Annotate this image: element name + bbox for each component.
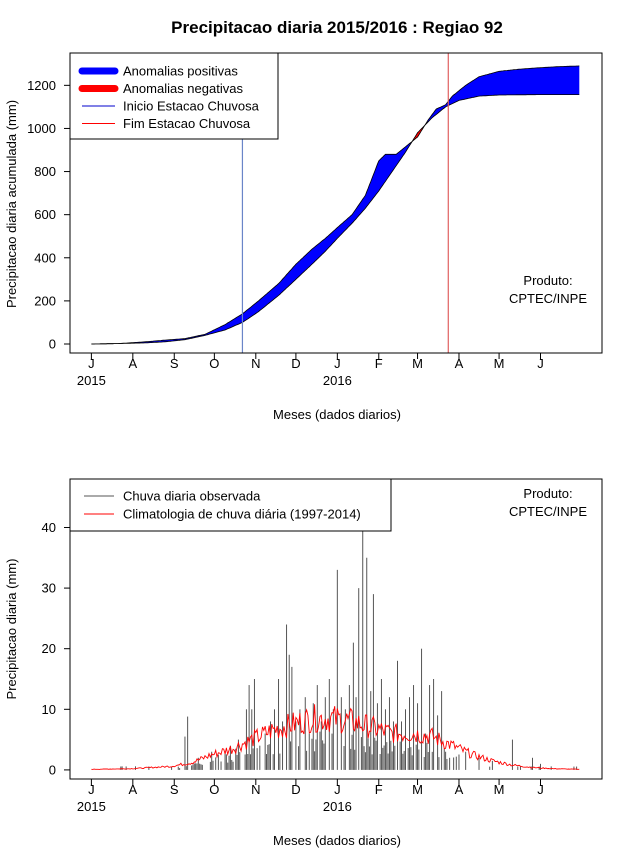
legend-box <box>69 478 392 532</box>
x-tick-label: S <box>170 356 179 371</box>
y-tick-label: 600 <box>34 207 56 222</box>
climatology-line <box>91 704 580 770</box>
positive-anomaly-area <box>91 139 414 344</box>
y-tick-label: 40 <box>42 520 56 535</box>
x-tick-label: O <box>209 356 219 371</box>
x-tick-label: M <box>412 782 423 797</box>
x-tick-label: M <box>412 356 423 371</box>
x-tick-label: N <box>251 356 260 371</box>
x-tick-label: A <box>455 356 464 371</box>
year-label: 2016 <box>323 799 352 814</box>
daily-axes: J A S O N D J F M A M J 2015 2016 0 10 20 30 40 <box>42 520 544 814</box>
y-tick-label: 1200 <box>27 78 56 93</box>
y-tick-label: 20 <box>42 641 56 656</box>
product-label: Produto: <box>523 273 572 288</box>
x-tick-label: J <box>537 356 544 371</box>
y-tick-label: 400 <box>34 250 56 265</box>
x-tick-label: J <box>334 356 341 371</box>
x-tick-label: F <box>375 782 383 797</box>
y-tick-label: 0 <box>49 762 56 777</box>
year-label: 2015 <box>77 799 106 814</box>
x-tick-label: J <box>88 356 95 371</box>
anomaly-fills <box>91 65 580 345</box>
y-axis-title: Precipitacao diaria acumulada (mm) <box>4 100 19 308</box>
x-tick-label: M <box>494 356 505 371</box>
legend-label: Anomalias positivas <box>123 64 238 79</box>
x-tick-label: J <box>334 782 341 797</box>
climatology-cumulative-line <box>91 94 580 345</box>
product-source: CPTEC/INPE <box>509 291 587 306</box>
y-tick-label: 1000 <box>27 121 56 136</box>
x-tick-label: O <box>209 782 219 797</box>
x-axis-title: Meses (dados diarios) <box>273 407 401 422</box>
year-label: 2015 <box>77 373 106 388</box>
x-tick-label: S <box>170 782 179 797</box>
legend-label: Anomalias negativas <box>123 81 243 96</box>
cumulative-chart: J A S O N D J F M A M J 2015 2016 0 200 400 600 800 1000 120… <box>4 52 603 422</box>
x-tick-label: A <box>128 356 137 371</box>
legend-label: Fim Estacao Chuvosa <box>123 116 251 131</box>
legend-label: Inicio Estacao Chuvosa <box>123 99 260 114</box>
x-tick-label: D <box>291 782 300 797</box>
legend: Anomalias positivas Anomalias negativas In… <box>69 52 279 140</box>
legend: Chuva diaria observada Climatologia de ch… <box>69 478 392 532</box>
x-tick-label: J <box>537 782 544 797</box>
legend-box <box>69 52 279 140</box>
year-label: 2016 <box>323 373 352 388</box>
x-tick-label: D <box>291 356 300 371</box>
y-tick-label: 800 <box>34 164 56 179</box>
observed-cumulative-line <box>91 65 580 345</box>
x-tick-label: F <box>375 356 383 371</box>
figure-title: Precipitacao diaria 2015/2016 : Regiao 9… <box>171 18 503 37</box>
y-tick-label: 200 <box>34 293 56 308</box>
y-tick-label: 30 <box>42 581 56 596</box>
legend-label: Climatologia de chuva diária (1997-2014) <box>123 507 361 522</box>
daily-chart: J A S O N D J F M A M J 2015 2016 0 10 20 30 40 Chuva diar… <box>4 478 603 848</box>
x-tick-label: N <box>251 782 260 797</box>
y-tick-label: 10 <box>42 702 56 717</box>
y-tick-label: 0 <box>49 337 56 352</box>
x-tick-label: A <box>128 782 137 797</box>
observed-rain-bars <box>120 515 578 770</box>
positive-anomaly-area <box>424 65 580 127</box>
x-tick-label: J <box>88 782 95 797</box>
x-axis-title: Meses (dados diarios) <box>273 833 401 848</box>
x-tick-label: A <box>455 782 464 797</box>
plot-frame <box>69 52 603 354</box>
product-label: Produto: <box>523 486 572 501</box>
y-axis-title: Precipitacao diaria (mm) <box>4 559 19 700</box>
product-source: CPTEC/INPE <box>509 504 587 519</box>
legend-label: Chuva diaria observada <box>123 489 261 504</box>
x-tick-label: M <box>494 782 505 797</box>
